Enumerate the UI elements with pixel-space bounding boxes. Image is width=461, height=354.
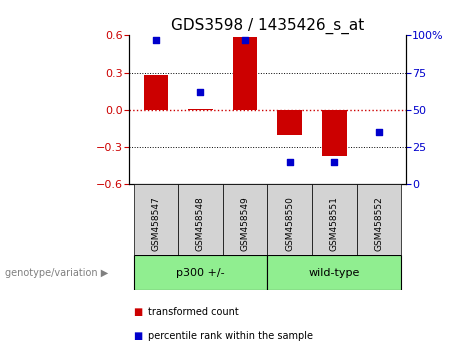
Text: p300 +/-: p300 +/- <box>176 268 225 278</box>
Point <box>242 37 249 43</box>
Text: genotype/variation ▶: genotype/variation ▶ <box>5 268 108 278</box>
Bar <box>322 110 347 156</box>
Text: ■: ■ <box>134 331 146 341</box>
Bar <box>134 255 267 290</box>
Title: GDS3598 / 1435426_s_at: GDS3598 / 1435426_s_at <box>171 18 364 34</box>
Text: percentile rank within the sample: percentile rank within the sample <box>148 331 313 341</box>
Text: GSM458548: GSM458548 <box>196 196 205 251</box>
Bar <box>233 37 257 110</box>
Text: wild-type: wild-type <box>308 268 360 278</box>
Text: GSM458549: GSM458549 <box>241 196 249 251</box>
Bar <box>278 110 302 135</box>
Bar <box>267 184 312 255</box>
Bar <box>357 184 401 255</box>
Point <box>197 89 204 95</box>
Bar <box>312 184 357 255</box>
Text: GSM458547: GSM458547 <box>151 196 160 251</box>
Bar <box>267 255 401 290</box>
Point <box>375 129 383 135</box>
Point <box>286 159 293 165</box>
Bar <box>178 184 223 255</box>
Bar <box>223 184 267 255</box>
Point <box>152 37 160 43</box>
Bar <box>134 184 178 255</box>
Text: GSM458551: GSM458551 <box>330 196 339 251</box>
Point <box>331 159 338 165</box>
Text: GSM458552: GSM458552 <box>374 196 384 251</box>
Bar <box>188 108 213 110</box>
Text: ■: ■ <box>134 307 146 316</box>
Text: transformed count: transformed count <box>148 307 238 316</box>
Bar <box>143 75 168 110</box>
Text: GSM458550: GSM458550 <box>285 196 294 251</box>
